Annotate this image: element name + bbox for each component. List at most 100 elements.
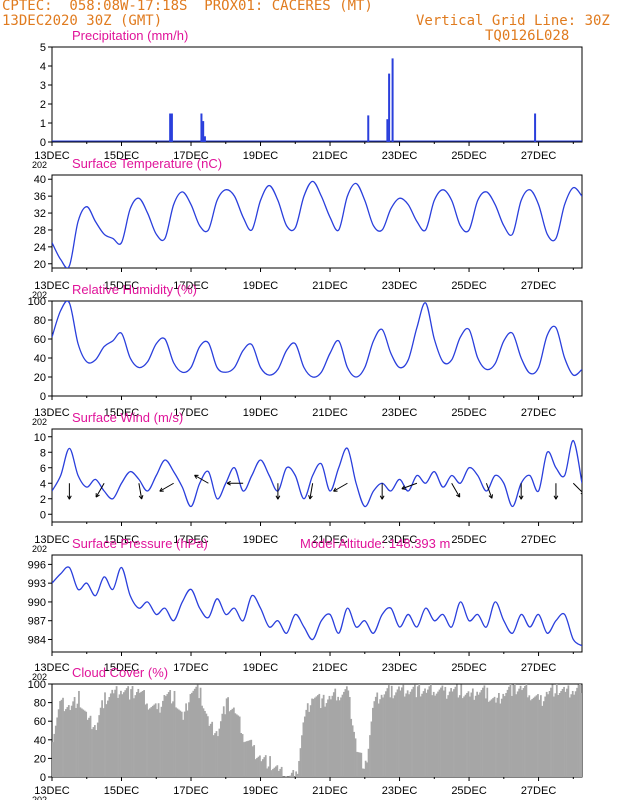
cloud-bar xyxy=(176,708,179,777)
cloud-bar xyxy=(260,761,263,777)
cloud-bar xyxy=(72,701,75,777)
cloud-bar xyxy=(218,728,221,777)
y-tick-label: 0 xyxy=(40,391,46,403)
cloud-bar xyxy=(487,701,490,777)
cloud-bar xyxy=(108,697,111,777)
cloud-bar xyxy=(285,776,287,777)
x-tick-label: 19DEC xyxy=(243,785,279,797)
wind-arrowhead xyxy=(275,495,281,500)
cloud-bar xyxy=(361,768,364,777)
cloud-bar xyxy=(130,689,132,777)
cloud-bar xyxy=(80,708,83,777)
cloud-bar xyxy=(427,689,429,777)
precip-bar xyxy=(169,113,172,142)
y-tick-label: 990 xyxy=(28,597,46,609)
cloud-bar xyxy=(183,711,186,777)
cloud-bar xyxy=(234,713,237,777)
cloud-bar xyxy=(175,707,177,777)
cloud-bar xyxy=(279,768,282,777)
cloud-bar xyxy=(164,696,167,777)
cloud-bar xyxy=(56,717,59,777)
panel-title: Precipitation (mm/h) xyxy=(72,28,188,43)
cloud-bar xyxy=(219,721,222,777)
cloud-bar xyxy=(280,766,283,777)
cloud-bar xyxy=(157,703,160,777)
cloud-bar xyxy=(111,689,114,777)
cloud-bar xyxy=(576,687,578,777)
x-tick-label: 27DEC xyxy=(521,785,557,797)
cloud-bar xyxy=(228,711,231,777)
x-tick-label: 21DEC xyxy=(312,534,348,546)
cloud-bar xyxy=(273,767,276,777)
cloud-bar xyxy=(402,684,405,777)
cloud-bar xyxy=(479,692,481,777)
cloud-bar xyxy=(212,735,215,777)
cloud-bar xyxy=(395,692,397,777)
wind-arrowhead xyxy=(226,480,231,486)
cloud-bar xyxy=(386,688,389,777)
y-tick-label: 4 xyxy=(40,61,46,73)
cloud-bar xyxy=(382,697,384,777)
cloud-bar xyxy=(524,686,526,777)
cloud-bar xyxy=(435,693,438,777)
cloud-bar xyxy=(380,694,383,777)
wind-arrowhead xyxy=(194,474,199,479)
cloud-bar xyxy=(345,686,348,777)
cloud-bar xyxy=(70,705,73,777)
cloud-bar xyxy=(198,698,201,777)
cloud-bar xyxy=(251,746,254,777)
cloud-bar xyxy=(243,742,245,777)
cloud-bar xyxy=(440,687,442,777)
cloud-bar xyxy=(492,698,494,777)
panel-frame xyxy=(51,554,583,653)
cloud-bar xyxy=(418,684,421,777)
cloud-bar xyxy=(221,713,224,777)
cloud-bar xyxy=(134,695,137,777)
y-tick-label: 987 xyxy=(28,616,46,628)
y-tick-label: 20 xyxy=(34,753,46,765)
cloud-bar xyxy=(266,768,269,777)
x-tick-label: 15DEC xyxy=(104,785,140,797)
cloud-bar xyxy=(115,686,118,777)
cloud-bar xyxy=(59,701,61,777)
x-tick-label: 23DEC xyxy=(382,534,418,546)
cloud-bar xyxy=(173,690,176,777)
x-tick-label: 15DEC xyxy=(104,662,140,674)
cloud-bar xyxy=(508,686,510,777)
cloud-bar xyxy=(376,692,379,777)
cloud-bar xyxy=(540,695,542,777)
cloud-bar xyxy=(553,696,555,777)
cloud-bar xyxy=(366,762,368,777)
cloud-bar xyxy=(233,707,235,777)
x-tick-label: 27DEC xyxy=(521,150,557,162)
cloud-bar xyxy=(182,719,185,777)
year-label: 202 xyxy=(32,160,47,170)
cloud-bar xyxy=(295,771,298,777)
wind-vector xyxy=(485,483,493,499)
x-tick-label: 25DEC xyxy=(451,407,487,419)
panel-frame xyxy=(51,428,583,523)
cloud-bar xyxy=(348,697,351,777)
cloud-bar xyxy=(399,690,402,777)
cloud-bar xyxy=(441,685,444,777)
year-label: 202 xyxy=(32,544,47,554)
cloud-bar xyxy=(502,693,505,777)
cloud-bar xyxy=(82,709,85,777)
cloud-bar xyxy=(144,704,147,777)
cloud-bar xyxy=(107,700,109,777)
cloud-bar xyxy=(363,768,366,777)
cloud-bar xyxy=(317,695,319,777)
cloud-bar xyxy=(124,690,127,777)
x-tick-label: 13DEC xyxy=(34,407,70,419)
wind-arrowhead xyxy=(379,495,385,500)
cloud-bar xyxy=(96,722,99,777)
y-tick-label: 36 xyxy=(34,191,46,203)
cloud-bar xyxy=(166,694,169,777)
cloud-bar xyxy=(457,697,460,777)
cloud-bar xyxy=(400,687,403,777)
cloud-bar xyxy=(357,752,360,777)
cloud-bar xyxy=(185,703,187,777)
cloud-bar xyxy=(528,695,531,777)
cloud-bar xyxy=(225,698,228,777)
cloud-bar xyxy=(133,698,135,777)
